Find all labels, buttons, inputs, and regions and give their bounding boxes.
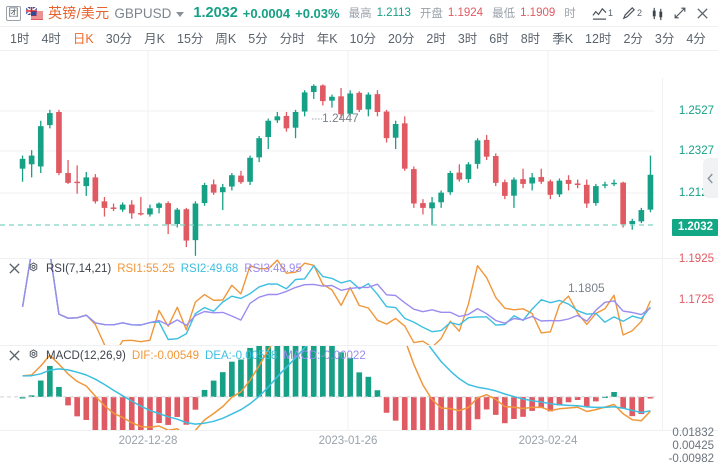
- macd-indicator-header: MACD(12,26,9) DIF:-0.00549 DEA:-0.00538 …: [8, 349, 366, 362]
- price-pane[interactable]: [0, 51, 718, 258]
- time-axis: 2022-12-28 2023-01-26 2023-02-24: [0, 430, 718, 451]
- symbol-name-cn[interactable]: 英镑/美元: [48, 3, 109, 23]
- open-label: 开盘: [420, 5, 443, 21]
- period-tab-4[interactable]: 月K: [138, 29, 171, 49]
- time-axis-label-1: 2023-01-26: [319, 435, 378, 447]
- rsi-name: RSI(7,14,21): [46, 263, 111, 275]
- period-tab-0[interactable]: 1时: [4, 29, 35, 49]
- period-tab-8[interactable]: 分时: [274, 29, 311, 49]
- period-low-annotation: 1.1805: [568, 281, 605, 295]
- period-tab-3[interactable]: 30分: [100, 29, 138, 49]
- time-axis-label-2: 2023-02-24: [519, 435, 578, 447]
- header-toolbar: 1 2: [589, 3, 714, 23]
- app-logo: 团: [6, 6, 21, 21]
- truncated-stat-label: 时: [564, 5, 576, 21]
- period-tab-17[interactable]: 12时: [579, 29, 617, 49]
- price-change: +0.0004: [243, 6, 290, 21]
- period-tab-10[interactable]: 10分: [344, 29, 382, 49]
- candlestick-plot[interactable]: [0, 51, 718, 258]
- close-icon[interactable]: [692, 3, 712, 23]
- chart-canvas[interactable]: 1.2527 1.2327 1.2126 1.1925 1.1725 1.203…: [0, 51, 718, 451]
- period-tab-11[interactable]: 20分: [382, 29, 420, 49]
- draw-pencil-icon[interactable]: 2: [618, 5, 645, 22]
- macd-axis-label-1: 0.00425: [672, 440, 714, 452]
- period-high-annotation: 1.2447: [322, 111, 359, 125]
- compare-icon[interactable]: [647, 5, 668, 22]
- last-price: 1.2032: [193, 5, 237, 21]
- draw-count: 2: [637, 8, 642, 18]
- chevron-left-icon[interactable]: [703, 158, 718, 198]
- time-axis-label-0: 2022-12-28: [119, 435, 178, 447]
- period-tab-13[interactable]: 3时: [452, 29, 483, 49]
- period-tab-15[interactable]: 8时: [515, 29, 546, 49]
- low-value: 1.1909: [520, 7, 555, 19]
- rsi-indicator-header: RSI(7,14,21) RSI1:55.25 RSI2:49.68 RSI3:…: [8, 262, 302, 275]
- settings-gear-icon[interactable]: [27, 262, 40, 275]
- period-tab-bar: 1时 4时 日K 30分 月K 15分 周K 5分 分时 年K 10分 20分 …: [0, 27, 718, 51]
- period-tab-5[interactable]: 15分: [171, 29, 209, 49]
- close-icon[interactable]: [8, 262, 21, 275]
- period-tab-7[interactable]: 5分: [242, 29, 273, 49]
- price-axis-label-3: 1.1925: [679, 253, 714, 265]
- macd-dea-value: DEA:-0.00538: [205, 350, 277, 362]
- rsi2-value: RSI2:49.68: [181, 263, 239, 275]
- period-tab-9[interactable]: 年K: [311, 29, 344, 49]
- period-tab-6[interactable]: 周K: [209, 29, 242, 49]
- macd-axis-label-0: 0.01832: [672, 427, 714, 439]
- current-price-tag: 1.2032: [672, 219, 718, 236]
- price-axis-label-1: 1.2327: [679, 145, 714, 157]
- macd-dif-value: DIF:-0.00549: [132, 350, 199, 362]
- price-axis-label-4: 1.1725: [679, 294, 714, 306]
- chart-application: 团 英镑/美元 GBPUSD 1.2032 +0.0004 +0.03% 最高 …: [0, 0, 718, 451]
- price-change-percent: +0.03%: [295, 6, 339, 21]
- macd-axis-label-2: -0.00982: [669, 453, 714, 465]
- settings-gear-icon[interactable]: [27, 349, 40, 362]
- period-tab-14[interactable]: 6时: [483, 29, 514, 49]
- open-value: 1.1924: [448, 7, 483, 19]
- period-tab-1[interactable]: 4时: [35, 29, 66, 49]
- quote-header: 团 英镑/美元 GBPUSD 1.2032 +0.0004 +0.03% 最高 …: [0, 0, 718, 27]
- period-tab-2[interactable]: 日K: [67, 29, 100, 49]
- period-tab-16[interactable]: 季K: [546, 29, 579, 49]
- period-more-button[interactable]: 更多: [712, 29, 718, 49]
- rsi1-value: RSI1:55.25: [117, 263, 175, 275]
- period-tab-12[interactable]: 2时: [420, 29, 451, 49]
- high-value: 1.2113: [377, 7, 411, 19]
- close-icon[interactable]: [8, 349, 21, 362]
- chevron-down-icon[interactable]: [176, 12, 184, 17]
- high-label: 最高: [349, 5, 372, 21]
- symbol-code[interactable]: GBPUSD: [114, 6, 171, 21]
- indicator-icon[interactable]: 1: [589, 5, 616, 22]
- expand-arrows-icon[interactable]: [670, 3, 690, 23]
- period-tab-20[interactable]: 4分: [680, 29, 711, 49]
- indicator-count: 1: [608, 8, 613, 18]
- period-tab-18[interactable]: 2分: [617, 29, 648, 49]
- uk-us-flag-icon: [26, 7, 43, 20]
- price-axis-label-0: 1.2527: [679, 105, 714, 117]
- period-tab-19[interactable]: 3分: [649, 29, 680, 49]
- macd-name: MACD(12,26,9): [46, 350, 126, 362]
- low-label: 最低: [492, 5, 515, 21]
- rsi3-value: RSI3:48.95: [244, 263, 302, 275]
- macd-hist-value: MACD:-0.00022: [283, 350, 365, 362]
